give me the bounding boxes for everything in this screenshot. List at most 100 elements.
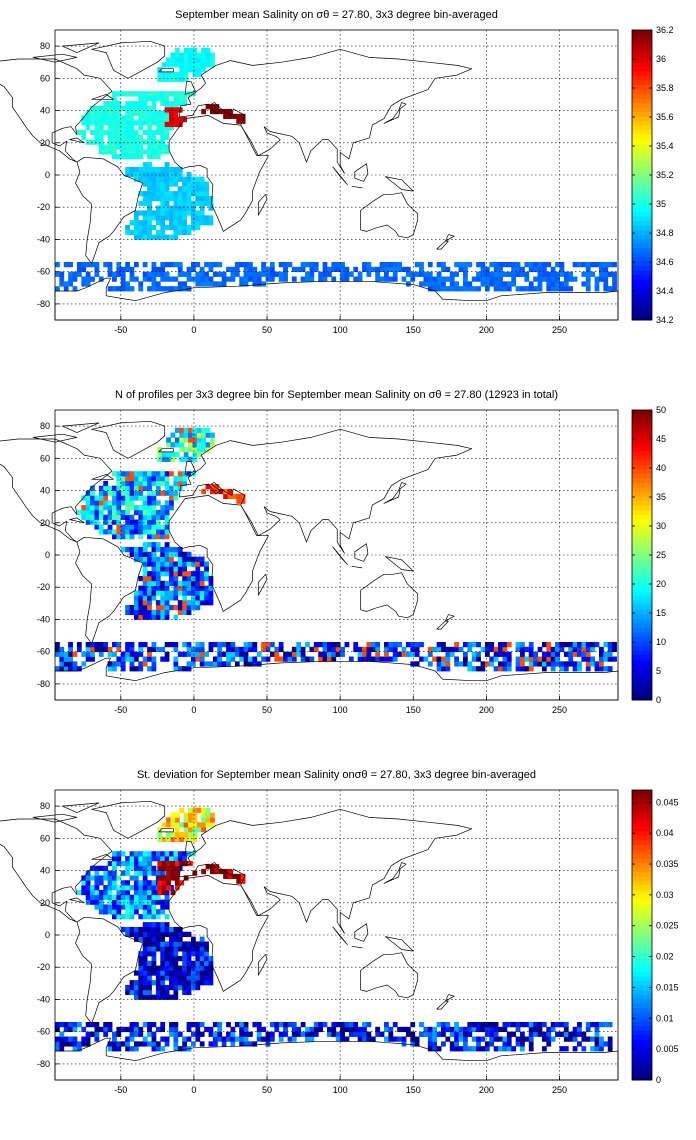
bin-cell xyxy=(138,951,144,957)
colorbar-step xyxy=(632,1025,652,1031)
bin-cell xyxy=(129,984,135,991)
bin-cell xyxy=(462,1036,468,1042)
bin-cell xyxy=(515,642,521,648)
bin-cell xyxy=(147,975,152,981)
bin-cell xyxy=(169,580,174,587)
bin-cell xyxy=(138,1041,144,1047)
bin-cell xyxy=(164,224,170,231)
bin-cell xyxy=(190,215,196,221)
bin-cell xyxy=(125,860,130,867)
bin-cell xyxy=(493,1036,499,1042)
bin-cell xyxy=(572,1036,578,1042)
bin-cell xyxy=(537,1022,543,1028)
bin-cell xyxy=(278,656,284,662)
bin-cell xyxy=(533,266,538,273)
bin-cell xyxy=(214,488,220,495)
bin-cell xyxy=(462,1031,468,1037)
bin-cell xyxy=(182,195,188,202)
bin-cell xyxy=(462,262,468,268)
coastline xyxy=(61,802,100,813)
bin-cell xyxy=(72,661,78,667)
bin-cell xyxy=(524,271,530,277)
bin-cell xyxy=(375,1031,381,1037)
colorbar-step xyxy=(632,844,652,850)
colorbar-step xyxy=(632,52,652,58)
bin-cell xyxy=(179,67,185,73)
colorbar-step xyxy=(632,659,652,665)
bin-cell xyxy=(204,970,209,976)
bin-cell xyxy=(305,1036,310,1042)
bin-cell xyxy=(502,661,508,667)
bin-cell xyxy=(388,262,394,268)
bin-cell xyxy=(344,1026,350,1033)
bin-cell xyxy=(484,276,490,282)
bin-cell xyxy=(116,471,122,477)
bin-cell xyxy=(515,661,521,667)
bin-cell xyxy=(133,91,139,97)
bin-cell xyxy=(133,546,139,553)
bin-cell xyxy=(169,224,174,231)
bin-cell xyxy=(85,894,91,900)
bin-cell xyxy=(392,646,398,653)
bin-cell xyxy=(445,1026,451,1033)
bin-cell xyxy=(476,1046,481,1052)
bin-cell xyxy=(183,822,189,828)
bin-cell xyxy=(151,1022,157,1028)
bin-cell xyxy=(55,642,60,648)
bin-cell xyxy=(120,471,126,477)
bin-cell xyxy=(177,191,183,197)
bin-cell xyxy=(340,1031,345,1037)
bin-cell xyxy=(142,604,148,611)
bin-cell xyxy=(147,210,152,216)
coastline xyxy=(91,474,114,480)
bin-cell xyxy=(169,595,174,601)
bin-cell xyxy=(195,604,201,611)
bin-cell xyxy=(489,656,495,662)
bin-cell xyxy=(151,100,157,107)
bin-cell xyxy=(147,505,152,511)
y-tick-label: -60 xyxy=(37,267,50,277)
bin-cell xyxy=(164,480,170,487)
colorbar-step xyxy=(632,147,652,153)
bin-cell xyxy=(125,224,130,231)
bin-cell xyxy=(234,1022,240,1028)
bin-cell xyxy=(177,281,183,287)
bin-cell xyxy=(173,191,179,197)
bin-cell xyxy=(112,485,117,491)
coastline xyxy=(168,115,269,232)
bin-cell xyxy=(177,551,183,558)
bin-cell xyxy=(265,276,271,282)
bin-cell xyxy=(201,447,207,453)
bin-cell xyxy=(125,651,130,657)
bin-cell xyxy=(161,880,167,886)
coastline xyxy=(332,546,348,566)
bin-cell xyxy=(147,860,152,867)
bin-cell xyxy=(138,115,144,121)
bin-cell xyxy=(138,970,144,976)
bin-cell xyxy=(550,1036,556,1042)
bin-cell xyxy=(405,1026,411,1033)
bin-cell xyxy=(59,1041,65,1047)
bin-cell xyxy=(142,110,148,116)
bin-cell xyxy=(177,117,183,123)
bin-cell xyxy=(217,1026,223,1033)
bin-cell xyxy=(223,873,228,880)
bin-cell xyxy=(550,271,556,277)
bin-cell xyxy=(160,936,166,942)
bin-cell xyxy=(190,970,196,976)
bin-cell xyxy=(445,656,451,662)
bin-cell xyxy=(169,960,174,967)
colorbar-step xyxy=(632,871,652,877)
bin-cell xyxy=(252,266,258,273)
colorbar-step xyxy=(632,885,652,891)
bin-cell xyxy=(283,1022,288,1028)
bin-cell xyxy=(160,951,166,957)
bin-cell xyxy=(155,542,161,548)
colorbar-step xyxy=(632,622,652,628)
bin-cell xyxy=(186,210,192,216)
colorbar-tick-label: 10 xyxy=(656,637,666,647)
bin-cell xyxy=(182,946,188,952)
bin-cell xyxy=(164,485,170,491)
bin-cell xyxy=(598,271,604,277)
bin-cell xyxy=(309,1026,315,1033)
